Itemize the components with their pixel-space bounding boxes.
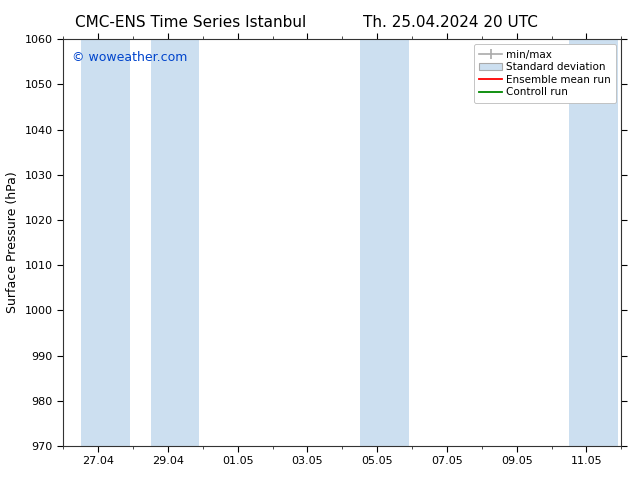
Bar [359, 39, 408, 446]
Y-axis label: Surface Pressure (hPa): Surface Pressure (hPa) [6, 172, 19, 314]
Bar [81, 39, 129, 446]
Bar [150, 39, 199, 446]
Bar [569, 39, 618, 446]
Text: Th. 25.04.2024 20 UTC: Th. 25.04.2024 20 UTC [363, 15, 538, 30]
Text: © woweather.com: © woweather.com [72, 51, 187, 64]
Legend: min/max, Standard deviation, Ensemble mean run, Controll run: min/max, Standard deviation, Ensemble me… [474, 45, 616, 102]
Text: CMC-ENS Time Series Istanbul: CMC-ENS Time Series Istanbul [75, 15, 306, 30]
